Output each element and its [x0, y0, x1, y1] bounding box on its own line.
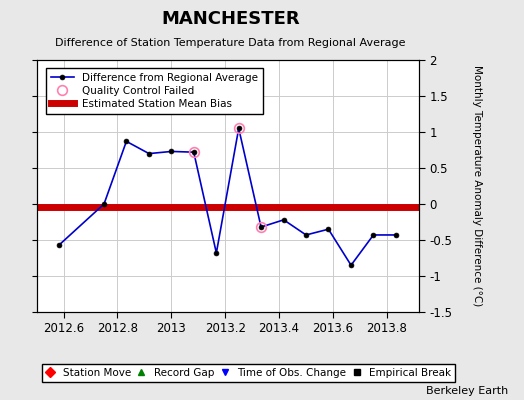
- Difference from Regional Average: [258, 225, 264, 230]
- Difference from Regional Average: [348, 263, 354, 268]
- Difference from Regional Average: [191, 150, 197, 154]
- Text: MANCHESTER: MANCHESTER: [161, 10, 300, 28]
- Legend: Station Move, Record Gap, Time of Obs. Change, Empirical Break: Station Move, Record Gap, Time of Obs. C…: [42, 364, 455, 382]
- Line: Difference from Regional Average: Difference from Regional Average: [57, 126, 398, 268]
- Difference from Regional Average: [168, 149, 174, 154]
- Text: Berkeley Earth: Berkeley Earth: [426, 386, 508, 396]
- Difference from Regional Average: [123, 139, 129, 144]
- Y-axis label: Monthly Temperature Anomaly Difference (°C): Monthly Temperature Anomaly Difference (…: [472, 65, 482, 307]
- Difference from Regional Average: [303, 232, 309, 237]
- Text: Difference of Station Temperature Data from Regional Average: Difference of Station Temperature Data f…: [56, 38, 406, 48]
- Difference from Regional Average: [370, 232, 377, 237]
- Difference from Regional Average: [392, 232, 399, 237]
- Difference from Regional Average: [146, 151, 152, 156]
- Line: Quality Control Failed: Quality Control Failed: [189, 124, 266, 232]
- Difference from Regional Average: [56, 243, 62, 248]
- Quality Control Failed: [258, 225, 264, 230]
- Quality Control Failed: [191, 150, 197, 154]
- Difference from Regional Average: [213, 250, 220, 255]
- Difference from Regional Average: [325, 227, 332, 232]
- Difference from Regional Average: [101, 202, 107, 206]
- Difference from Regional Average: [236, 126, 242, 131]
- Difference from Regional Average: [280, 218, 287, 222]
- Quality Control Failed: [236, 126, 242, 131]
